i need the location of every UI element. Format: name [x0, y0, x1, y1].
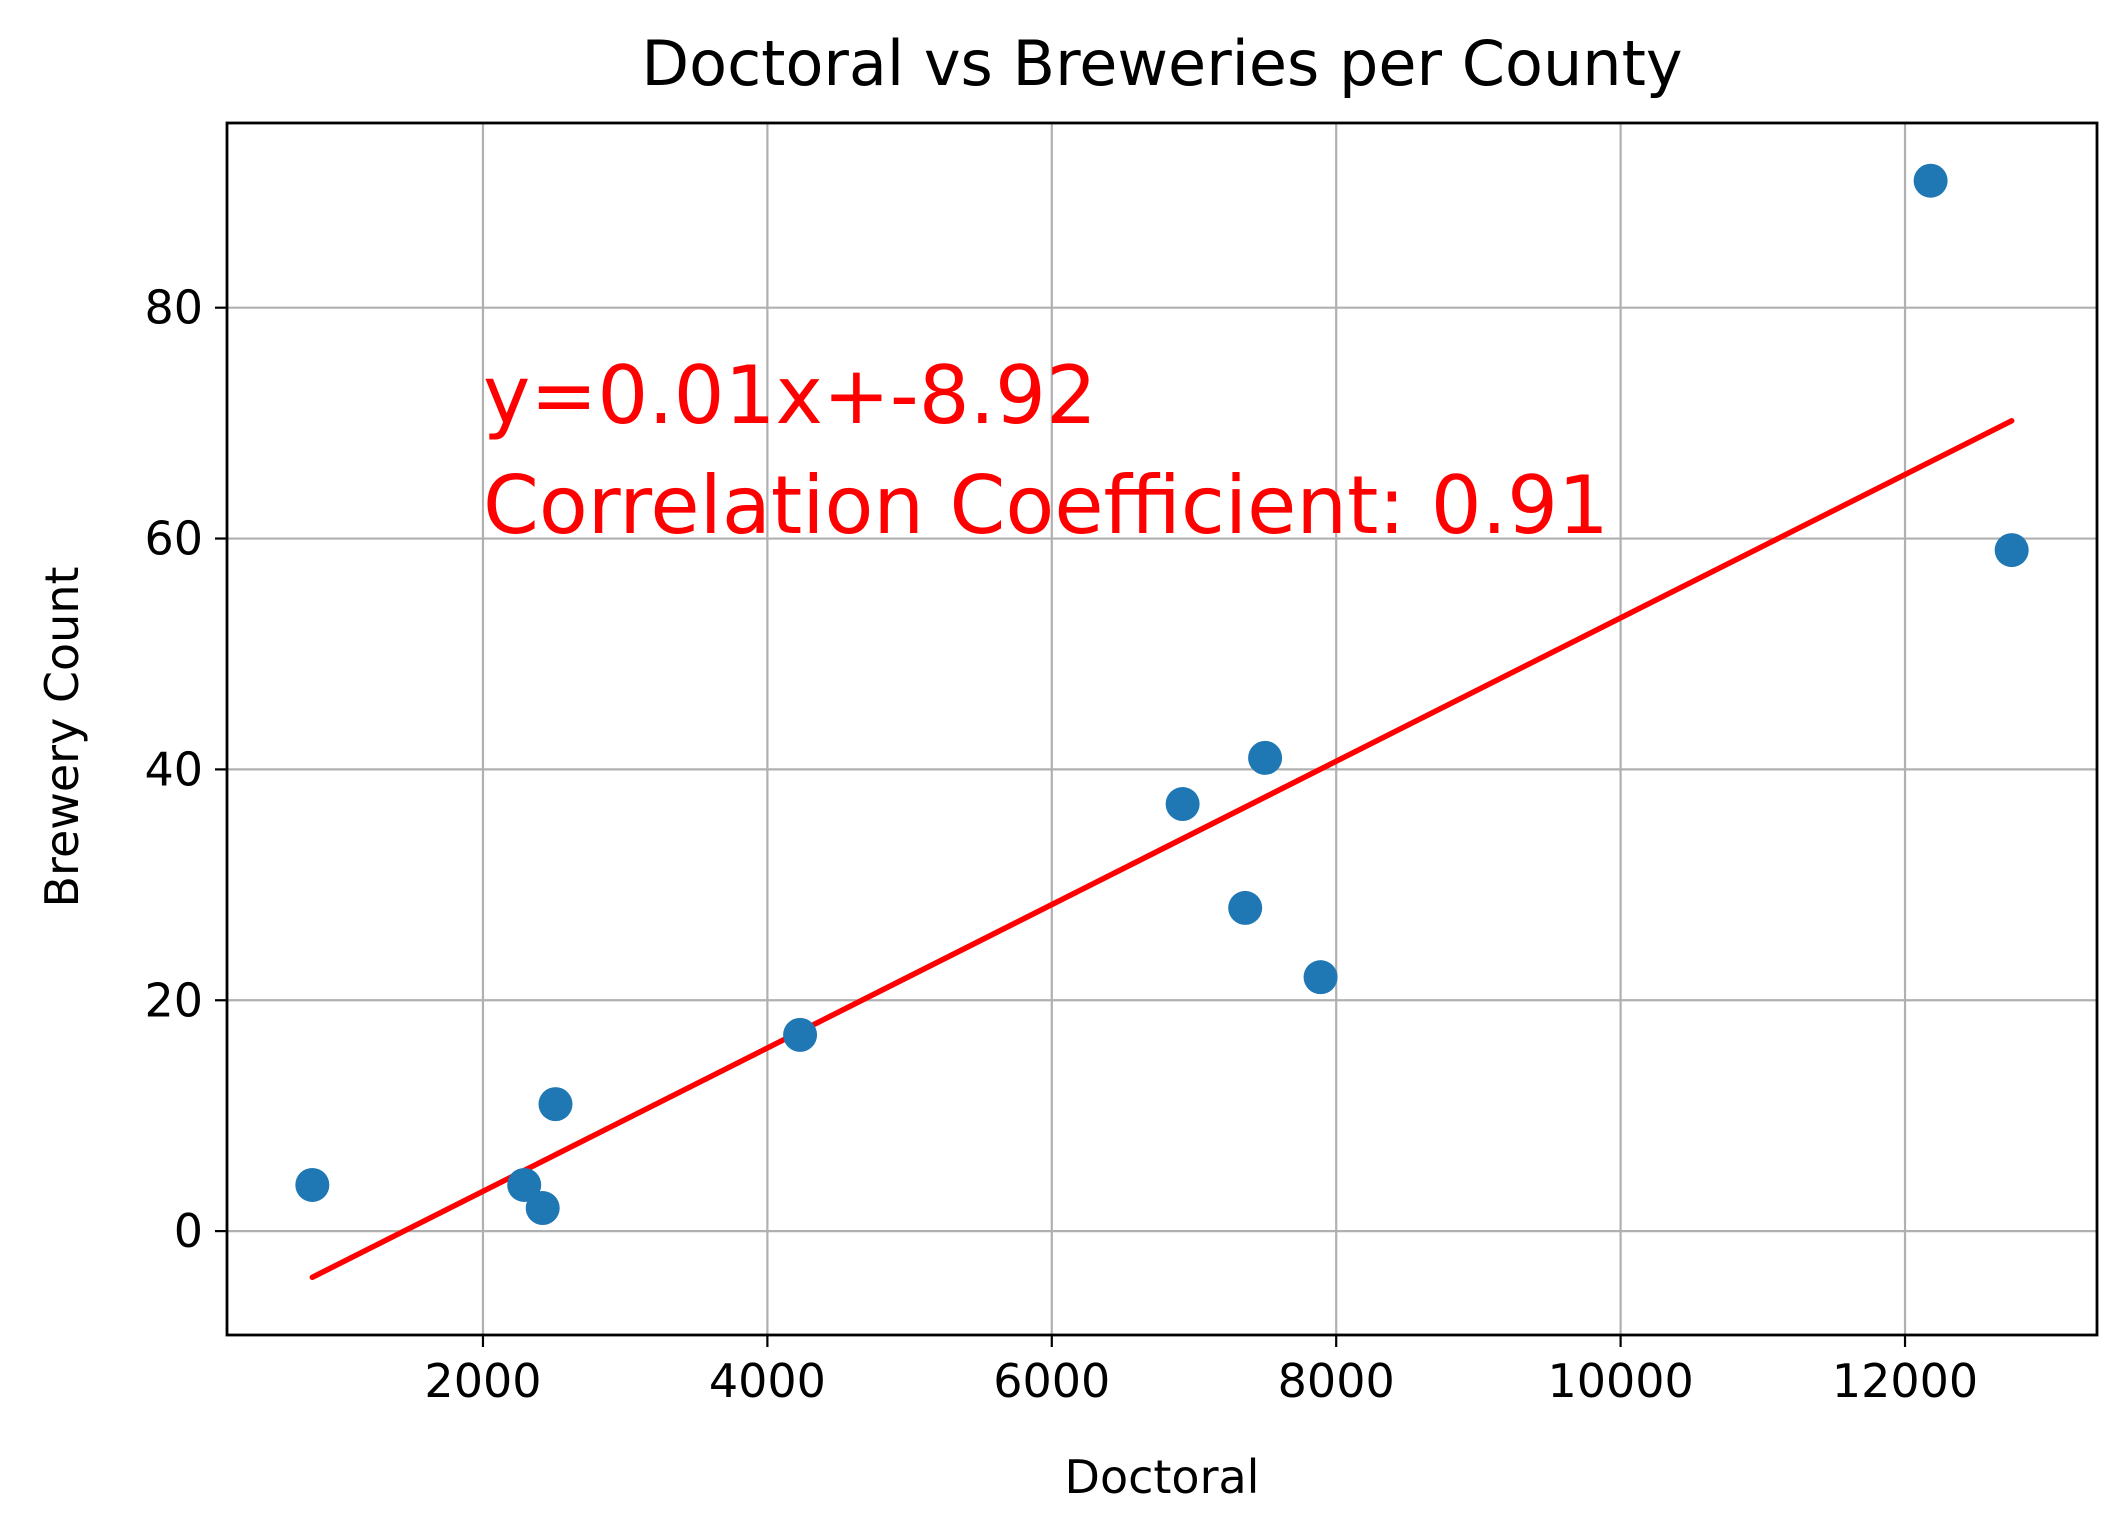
scatter-point	[1913, 163, 1948, 198]
annotations: y=0.01x+-8.92 Correlation Coefficient: 0.…	[483, 349, 1609, 552]
scatter-point	[507, 1167, 542, 1202]
scatter-point	[538, 1087, 573, 1122]
plot-frame	[225, 121, 2099, 1337]
scatter-point	[525, 1191, 560, 1226]
chart-title: Doctoral vs Breweries per County	[641, 27, 1682, 100]
y-tick-label: 80	[144, 281, 203, 335]
x-axis-label: Doctoral	[1065, 1450, 1260, 1504]
y-axis-label: Brewery Count	[35, 566, 89, 907]
scatter-point	[295, 1167, 330, 1202]
x-tick-label: 8000	[1278, 1354, 1395, 1408]
x-tick-label: 4000	[709, 1354, 826, 1408]
y-tick-label: 40	[144, 742, 203, 796]
scatter-points	[295, 163, 2029, 1226]
correlation-annotation: Correlation Coefficient: 0.91	[483, 459, 1609, 552]
y-tick-label: 60	[144, 512, 203, 566]
x-tick-label: 2000	[424, 1354, 541, 1408]
regression-line	[309, 418, 2015, 1281]
regression-equation-annotation: y=0.01x+-8.92	[483, 349, 1097, 442]
scatter-point	[1228, 890, 1263, 925]
x-tick-label: 6000	[993, 1354, 1110, 1408]
grid	[227, 123, 2097, 1335]
y-tick-label: 20	[144, 973, 203, 1027]
x-tick-label: 10000	[1547, 1354, 1693, 1408]
scatter-point	[783, 1017, 818, 1052]
x-tick-label: 12000	[1832, 1354, 1978, 1408]
scatter-point	[1994, 533, 2029, 568]
scatter-point	[1248, 740, 1283, 775]
regression-layer	[309, 418, 2015, 1281]
scatter-point	[1165, 787, 1200, 822]
scatter-point	[1303, 960, 1338, 995]
axis-ticks: 2000 4000 6000 8000 10000 12000 0 20 40 60 80	[144, 281, 1978, 1408]
y-tick-label: 0	[174, 1204, 203, 1258]
